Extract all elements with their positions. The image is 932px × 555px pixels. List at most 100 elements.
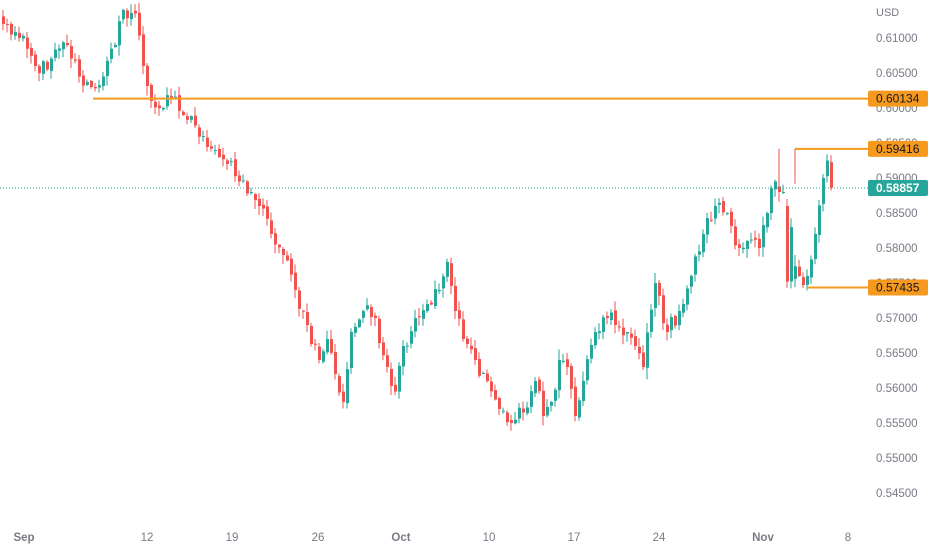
candle-body	[294, 272, 297, 290]
candle	[762, 216, 765, 257]
candles-layer	[2, 2, 833, 431]
candle	[254, 192, 257, 210]
candle-body	[470, 345, 473, 350]
candle	[826, 154, 829, 183]
candle	[202, 130, 205, 142]
candle-body	[46, 61, 49, 70]
candle-body	[290, 258, 293, 275]
candle-body	[662, 295, 665, 324]
x-tick-label: 12	[141, 532, 154, 544]
candle-body	[74, 59, 77, 61]
y-tick-label: 0.56000	[876, 383, 918, 395]
candle-body	[538, 379, 541, 392]
candle-body	[114, 45, 117, 48]
candle-body	[486, 373, 489, 381]
candle-body	[90, 80, 93, 87]
candle-body	[222, 154, 225, 160]
candle	[422, 304, 425, 326]
candle	[266, 199, 269, 226]
candle-body	[34, 54, 37, 66]
candle-body	[30, 47, 33, 56]
candle-body	[70, 46, 73, 59]
candle	[110, 42, 113, 64]
candle-body	[202, 136, 205, 137]
candle-body	[670, 317, 673, 331]
candle-body	[130, 12, 133, 20]
candle-body	[178, 95, 181, 111]
candle	[42, 60, 45, 81]
candle	[138, 2, 141, 41]
candle-body	[158, 105, 161, 109]
candle	[682, 298, 685, 318]
candle	[206, 129, 209, 152]
candle	[586, 355, 589, 385]
candle-body	[526, 407, 529, 414]
candle-body	[542, 390, 545, 416]
candle-body	[2, 16, 5, 24]
candle	[794, 255, 797, 288]
candle-body	[590, 344, 593, 359]
candle-body	[654, 283, 657, 309]
y-tick-label: 0.57000	[876, 313, 918, 325]
candle	[694, 253, 697, 282]
y-tick-label: 0.54500	[876, 488, 918, 500]
candle-body	[686, 288, 689, 305]
candle-body	[14, 32, 17, 36]
candle-body	[370, 307, 373, 317]
candle	[530, 385, 533, 414]
candle	[334, 344, 337, 380]
candle-body	[226, 160, 229, 164]
candle	[754, 230, 757, 248]
candle	[478, 352, 481, 378]
candle	[378, 315, 381, 349]
candle	[506, 410, 509, 426]
candle	[134, 3, 137, 18]
candle-body	[50, 58, 53, 72]
candle-body	[450, 263, 453, 286]
candle	[70, 39, 73, 68]
candle	[270, 212, 273, 239]
candle-body	[490, 381, 493, 392]
candle	[242, 174, 245, 184]
candle	[358, 318, 361, 329]
y-tick-label: 0.60500	[876, 68, 918, 80]
candle	[758, 233, 761, 257]
candle-body	[154, 101, 157, 108]
candle	[98, 79, 101, 93]
candle-body	[462, 319, 465, 339]
candle	[802, 272, 805, 288]
candle-body	[42, 61, 45, 74]
candle-body	[638, 346, 641, 354]
candle-body	[494, 390, 497, 400]
candle-body	[298, 290, 301, 309]
candle	[462, 311, 465, 342]
candle-body	[758, 238, 761, 248]
candle	[714, 198, 717, 225]
candle	[190, 115, 193, 123]
candle-body	[586, 359, 589, 381]
candle-body	[166, 95, 169, 107]
candle-body	[558, 360, 561, 391]
candle-body	[98, 85, 101, 88]
candle	[118, 15, 121, 56]
candle	[606, 311, 609, 325]
candle	[494, 384, 497, 401]
candle-body	[674, 316, 677, 326]
candle-body	[598, 331, 601, 334]
candle-body	[482, 373, 485, 375]
candle-body	[174, 96, 177, 98]
candle-body	[510, 420, 513, 423]
candle	[594, 327, 597, 349]
candle-body	[386, 355, 389, 367]
current-price-label: 0.58857	[876, 181, 920, 195]
candle-body	[642, 352, 645, 367]
candle	[466, 335, 469, 349]
candle	[178, 86, 181, 119]
candle-body	[646, 332, 649, 368]
candle-body	[754, 237, 757, 240]
candle	[274, 228, 277, 254]
candle	[106, 56, 109, 86]
